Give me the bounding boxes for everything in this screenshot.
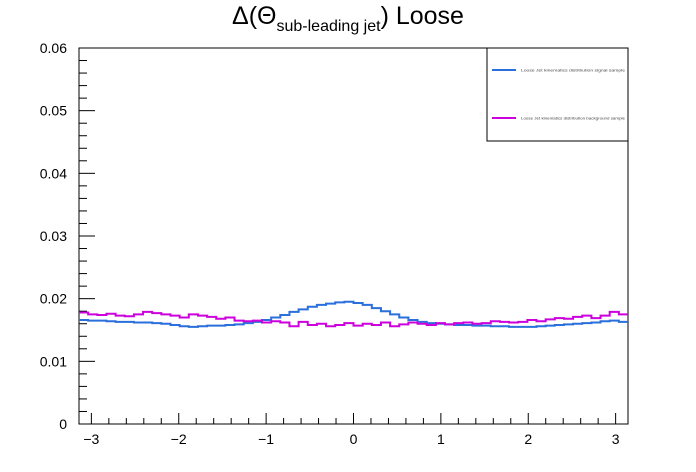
x-tick-label: 1 xyxy=(437,431,445,447)
chart-title-prefix: Δ(Θ xyxy=(232,2,277,30)
chart-title-subscript: sub-leading jet xyxy=(276,18,381,35)
series-line xyxy=(79,310,628,328)
legend-label: Loose Jet kinematics distribution signal… xyxy=(521,68,626,73)
y-tick-label: 0 xyxy=(59,416,67,432)
legend-label: Loose Jet kinematics distribution backgr… xyxy=(521,116,626,121)
y-tick-label: 0.06 xyxy=(40,40,67,56)
x-tick-label: 2 xyxy=(524,431,532,447)
x-tick-label: 0 xyxy=(350,431,358,447)
series-line xyxy=(79,300,628,328)
legend-box xyxy=(486,47,629,142)
chart-title: Δ(Θsub-leading jet) Loose xyxy=(0,2,696,36)
y-tick-label: 0.03 xyxy=(40,228,67,244)
y-tick-label: 0.02 xyxy=(40,291,67,307)
chart-title-suffix: ) Loose xyxy=(380,2,464,30)
x-tick-label: −3 xyxy=(83,431,99,447)
x-tick-label: 3 xyxy=(612,431,620,447)
y-tick-label: 0.04 xyxy=(40,165,67,181)
x-tick-label: −2 xyxy=(171,431,187,447)
y-tick-label: 0.05 xyxy=(40,103,67,119)
x-tick-label: −1 xyxy=(258,431,274,447)
y-tick-label: 0.01 xyxy=(40,353,67,369)
